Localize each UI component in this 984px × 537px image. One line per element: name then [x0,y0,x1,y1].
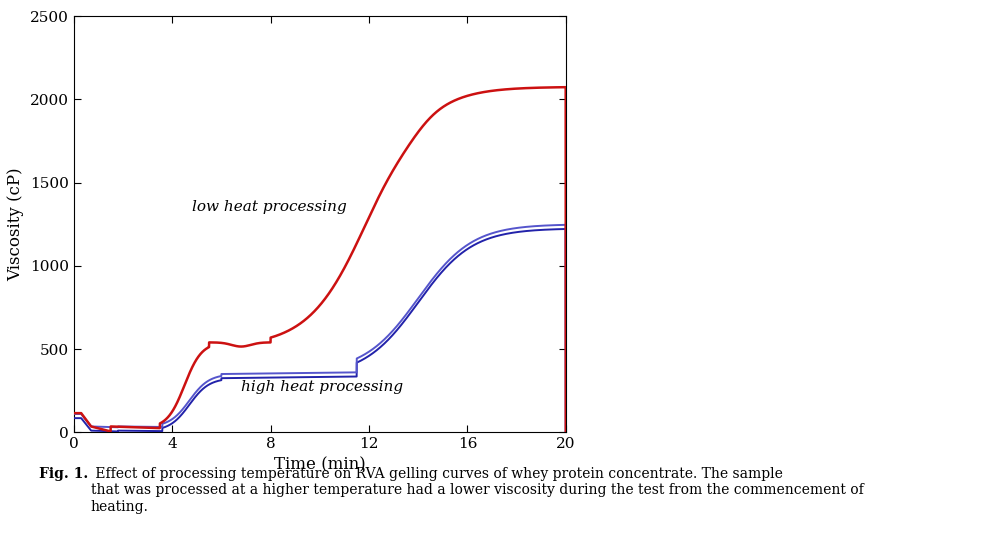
Text: high heat processing: high heat processing [241,380,403,394]
X-axis label: Time (min): Time (min) [274,456,366,474]
Y-axis label: Viscosity (cP): Viscosity (cP) [8,168,25,281]
Text: Fig. 1.: Fig. 1. [39,467,89,481]
Text: Effect of processing temperature on RVA gelling curves of whey protein concentra: Effect of processing temperature on RVA … [91,467,863,513]
Text: low heat processing: low heat processing [192,200,346,214]
